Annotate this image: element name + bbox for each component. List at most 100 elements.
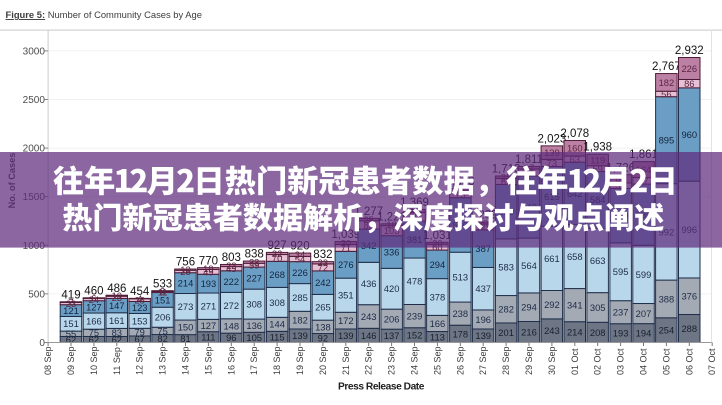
svg-text:92: 92 (318, 332, 328, 343)
svg-text:201: 201 (498, 327, 514, 338)
svg-text:161: 161 (109, 315, 125, 326)
svg-text:243: 243 (544, 325, 560, 336)
svg-text:152: 152 (407, 330, 423, 341)
svg-text:206: 206 (384, 314, 400, 325)
svg-text:11 Sep: 11 Sep (112, 347, 122, 375)
svg-text:513: 513 (452, 272, 468, 283)
svg-text:2,932: 2,932 (675, 45, 704, 57)
svg-text:285: 285 (292, 292, 308, 303)
svg-text:661: 661 (544, 253, 560, 264)
svg-text:13 Sep: 13 Sep (158, 346, 168, 375)
svg-text:15 Sep: 15 Sep (203, 346, 213, 375)
svg-text:460: 460 (84, 285, 103, 297)
svg-text:243: 243 (361, 311, 377, 322)
svg-text:265: 265 (315, 302, 331, 313)
svg-text:294: 294 (521, 302, 537, 313)
svg-text:55: 55 (66, 328, 76, 339)
svg-text:583: 583 (498, 262, 514, 273)
svg-text:23 Sep: 23 Sep (387, 346, 397, 375)
svg-text:06 Oct: 06 Oct (684, 348, 694, 375)
svg-text:803: 803 (222, 252, 241, 264)
svg-text:07 Oct: 07 Oct (707, 348, 717, 375)
svg-text:75: 75 (89, 327, 99, 338)
svg-text:137: 137 (384, 330, 400, 341)
svg-text:75: 75 (157, 325, 167, 336)
svg-text:226: 226 (292, 267, 308, 278)
svg-text:136: 136 (246, 320, 262, 331)
svg-text:341: 341 (567, 300, 583, 311)
svg-text:16 Sep: 16 Sep (226, 346, 236, 375)
svg-text:1,938: 1,938 (583, 142, 612, 154)
svg-text:308: 308 (246, 299, 262, 310)
svg-text:486: 486 (107, 283, 126, 295)
svg-text:18 Sep: 18 Sep (272, 346, 282, 375)
svg-text:138: 138 (315, 321, 331, 332)
svg-text:25 Sep: 25 Sep (432, 346, 442, 375)
svg-text:10 Sep: 10 Sep (89, 346, 99, 375)
svg-text:182: 182 (659, 77, 675, 88)
svg-text:2,767: 2,767 (652, 61, 681, 73)
svg-text:03 Oct: 03 Oct (616, 348, 626, 375)
svg-text:151: 151 (63, 318, 79, 329)
svg-text:436: 436 (361, 278, 377, 289)
svg-text:30 Sep: 30 Sep (547, 346, 557, 375)
svg-text:27 Sep: 27 Sep (478, 346, 488, 375)
svg-text:564: 564 (521, 260, 537, 271)
svg-text:20 Sep: 20 Sep (318, 346, 328, 375)
svg-text:208: 208 (590, 327, 606, 338)
svg-text:17 Sep: 17 Sep (249, 346, 259, 375)
svg-text:83: 83 (112, 327, 122, 338)
svg-text:139: 139 (475, 330, 491, 341)
svg-text:139: 139 (292, 330, 308, 341)
svg-text:376: 376 (681, 291, 697, 302)
svg-text:216: 216 (521, 326, 537, 337)
svg-text:242: 242 (315, 277, 331, 288)
svg-text:419: 419 (61, 289, 80, 301)
svg-text:595: 595 (613, 266, 629, 277)
svg-text:193: 193 (613, 328, 629, 339)
svg-text:273: 273 (178, 301, 194, 312)
svg-text:172: 172 (338, 315, 354, 326)
svg-text:838: 838 (245, 249, 264, 261)
svg-text:04 Oct: 04 Oct (639, 348, 649, 375)
svg-text:01 Oct: 01 Oct (570, 348, 580, 375)
svg-text:227: 227 (246, 273, 262, 284)
svg-text:254: 254 (659, 325, 675, 336)
svg-text:308: 308 (269, 297, 285, 308)
svg-text:388: 388 (659, 293, 675, 304)
svg-text:14 Sep: 14 Sep (181, 346, 191, 375)
svg-text:420: 420 (384, 283, 400, 294)
svg-text:182: 182 (292, 315, 308, 326)
svg-text:599: 599 (636, 269, 652, 280)
svg-text:166: 166 (430, 318, 446, 329)
svg-text:238: 238 (452, 308, 468, 319)
svg-text:271: 271 (201, 301, 217, 312)
svg-text:148: 148 (223, 320, 239, 331)
svg-text:770: 770 (199, 255, 218, 267)
svg-text:09 Sep: 09 Sep (66, 346, 76, 375)
svg-text:276: 276 (338, 259, 354, 270)
svg-text:12 Sep: 12 Sep (135, 346, 145, 375)
svg-text:Figure 5: Number of Community: Figure 5: Number of Community Cases by A… (6, 9, 202, 20)
svg-text:150: 150 (178, 322, 194, 333)
svg-text:96: 96 (226, 332, 236, 343)
svg-text:282: 282 (498, 304, 514, 315)
svg-text:207: 207 (636, 308, 652, 319)
svg-text:79: 79 (134, 327, 144, 338)
svg-text:206: 206 (155, 312, 171, 323)
svg-text:05 Oct: 05 Oct (661, 348, 671, 375)
svg-text:454: 454 (130, 286, 150, 298)
svg-text:28 Sep: 28 Sep (501, 346, 511, 375)
svg-text:26 Sep: 26 Sep (455, 346, 465, 375)
svg-text:294: 294 (430, 259, 446, 270)
svg-text:214: 214 (178, 278, 194, 289)
svg-text:08 Sep: 08 Sep (43, 346, 53, 375)
svg-text:24 Sep: 24 Sep (410, 346, 420, 375)
svg-text:500: 500 (28, 289, 45, 300)
svg-text:351: 351 (338, 290, 354, 301)
svg-text:832: 832 (313, 249, 332, 261)
svg-text:115: 115 (270, 331, 285, 342)
svg-text:272: 272 (223, 300, 239, 311)
svg-text:478: 478 (407, 276, 423, 287)
svg-text:113: 113 (430, 331, 445, 342)
